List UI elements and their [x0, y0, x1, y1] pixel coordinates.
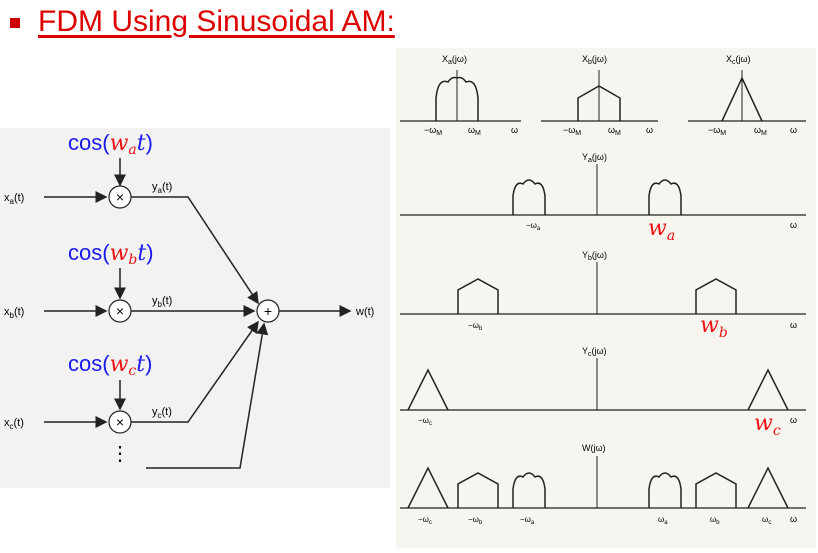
xc-pos-tick: ωM — [754, 125, 767, 137]
yb-axis-label: ω — [790, 320, 797, 330]
xc-neg-tick: −ωM — [708, 125, 726, 137]
w-tick-neg-c: −ωc — [418, 515, 432, 526]
modulation-block-diagram: cos(wat) xa(t) × ya(t) cos(wbt) xb(t) × … — [0, 128, 390, 488]
spectra-background — [396, 48, 816, 548]
cos-a-label: cos(wat) — [68, 130, 153, 158]
yb-neg-tick: −ωb — [468, 321, 483, 332]
w-tick-neg-a: −ωa — [520, 515, 535, 526]
ya-carrier-label: wa — [648, 216, 675, 244]
w-tick-pos-c: ωc — [762, 515, 771, 526]
slide-title-row: FDM Using Sinusoidal AM: — [10, 2, 395, 42]
diagram-background — [0, 128, 390, 488]
w-axis-label: ω — [790, 514, 797, 524]
yc-pos-shape — [747, 368, 789, 411]
yc-label: Yc(jω) — [582, 346, 607, 358]
product-ya-label: ya(t) — [152, 181, 172, 195]
w-tick-pos-b: ωb — [710, 515, 720, 526]
spectrum-yb: Yb(jω) −ωb wb ω — [400, 250, 806, 341]
ya-neg-tick: −ωa — [526, 221, 541, 232]
xc-shape — [721, 76, 763, 122]
slide-title: FDM Using Sinusoidal AM: — [38, 5, 395, 38]
w-shape-neg-c — [407, 466, 449, 509]
yb-neg-shape — [457, 278, 499, 314]
yb-carrier-label: wb — [700, 313, 728, 341]
spectrum-yc: Yc(jω) −ωc wc ω — [400, 346, 806, 439]
yb-label: Yb(jω) — [582, 250, 607, 262]
w-label: W(jω) — [582, 443, 606, 453]
xb-neg-tick: −ωM — [563, 125, 581, 137]
xb-label: Xb(jω) — [582, 54, 607, 66]
spectra-panel: Xa(jω) −ωM ωM ω Xb(jω) −ωM ωM ω Xc(jω) −… — [396, 48, 816, 548]
input-xb-label: xb(t) — [4, 306, 24, 320]
branch-b: cos(wbt) xb(t) × yb(t) — [4, 240, 256, 323]
extra-branch-arrow — [146, 322, 269, 469]
ya-axis-label: ω — [790, 220, 797, 230]
xc-axis-label: ω — [790, 125, 797, 135]
w-shape-pos-a — [648, 472, 682, 508]
w-shape-pos-b — [695, 472, 737, 508]
xa-shape — [435, 76, 479, 121]
adder-symbol: + — [264, 303, 272, 319]
yc-carrier-label: wc — [754, 411, 781, 439]
w-shape-pos-c — [747, 466, 789, 509]
yc-neg-shape — [407, 368, 449, 411]
bullet-square-icon — [10, 18, 20, 28]
branch-a: cos(wat) xa(t) × ya(t) — [4, 130, 259, 305]
w-shape-neg-a — [512, 472, 546, 508]
xa-axis-label: ω — [511, 125, 518, 135]
yc-neg-tick: −ωc — [418, 416, 432, 427]
multiplier-b-symbol: × — [116, 303, 124, 319]
input-xa-label: xa(t) — [4, 192, 24, 206]
xb-pos-tick: ωM — [608, 125, 621, 137]
w-tick-pos-a: ωa — [658, 515, 668, 526]
cos-b-label: cos(wbt) — [68, 240, 154, 268]
spectrum-xa: Xa(jω) −ωM ωM ω — [400, 54, 521, 137]
cos-c-label: cos(wct) — [68, 351, 152, 379]
ya-pos-shape — [648, 179, 682, 215]
ya-neg-shape — [512, 179, 546, 215]
yc-axis-label: ω — [790, 415, 797, 425]
spectrum-xc: Xc(jω) −ωM ωM ω — [688, 54, 806, 137]
xa-neg-tick: −ωM — [424, 125, 442, 137]
output-w-label: w(t) — [355, 306, 374, 318]
more-branches-ellipsis: ⋮ — [110, 443, 130, 465]
spectrum-xb: Xb(jω) −ωM ωM ω — [541, 54, 658, 137]
xb-shape — [577, 85, 621, 121]
xc-label: Xc(jω) — [726, 54, 751, 66]
w-shape-neg-b — [457, 472, 499, 508]
multiplier-a-symbol: × — [116, 189, 124, 205]
spectrum-ya: Ya(jω) −ωa wa ω — [400, 152, 806, 244]
xa-label: Xa(jω) — [442, 54, 467, 66]
product-yb-label: yb(t) — [152, 295, 172, 309]
xb-axis-label: ω — [646, 125, 653, 135]
branch-c: cos(wct) xc(t) × yc(t) — [4, 320, 259, 434]
multiplier-c-symbol: × — [116, 414, 124, 430]
product-yc-label: yc(t) — [152, 406, 172, 420]
xa-pos-tick: ωM — [468, 125, 481, 137]
input-xc-label: xc(t) — [4, 417, 24, 431]
spectrum-w: W(jω) −ωc −ωb −ωa ωa ωb ωc ω — [400, 443, 806, 526]
yb-pos-shape — [695, 278, 737, 314]
ya-label: Ya(jω) — [582, 152, 607, 164]
w-tick-neg-b: −ωb — [468, 515, 483, 526]
